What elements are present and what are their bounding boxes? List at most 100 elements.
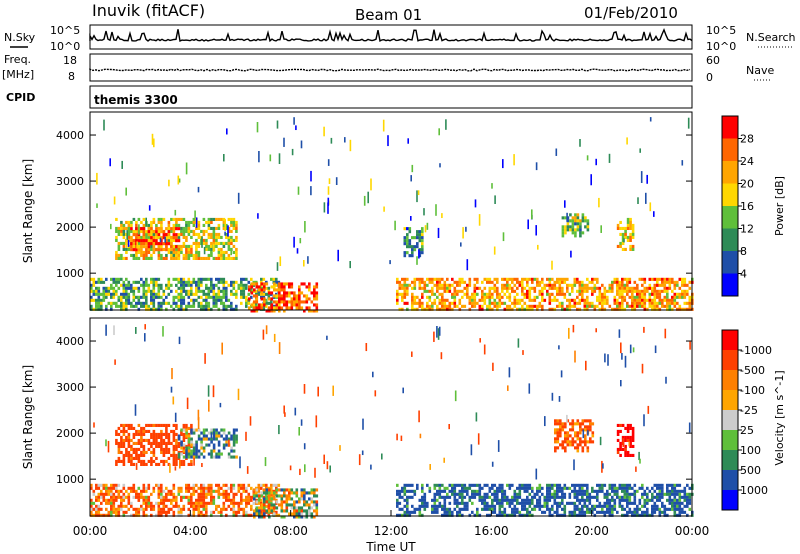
heatmap-cell (283, 288, 286, 292)
heatmap-cell (127, 498, 131, 502)
heatmap-cell (132, 229, 136, 233)
heatmap-cell (568, 327, 570, 339)
heatmap-cell (192, 304, 196, 308)
heatmap-cell (473, 301, 477, 305)
heatmap-cell (225, 440, 228, 444)
heatmap-cell (413, 307, 417, 311)
heatmap-cell (538, 280, 542, 284)
heatmap-cell (473, 295, 477, 299)
heatmap-cell (661, 486, 664, 490)
heatmap-cell (556, 298, 559, 302)
heatmap-cell (252, 280, 256, 284)
heatmap-cell (401, 307, 404, 311)
heatmap-cell (586, 486, 589, 490)
heatmap-cell (202, 304, 206, 308)
heatmap-cell (574, 222, 577, 226)
heatmap-cell (160, 227, 163, 231)
heatmap-cell (403, 483, 407, 487)
heatmap-cell (182, 232, 186, 236)
heatmap-cell (526, 507, 529, 511)
heatmap-cell (541, 280, 544, 284)
heatmap-cell (172, 238, 176, 242)
heatmap-cell (486, 513, 489, 517)
heatmap-cell (633, 510, 637, 514)
heatmap-cell (616, 301, 619, 305)
heatmap-cell (197, 223, 201, 227)
heatmap-cell (568, 486, 572, 490)
heatmap-cell (456, 289, 459, 293)
heatmap-cell (167, 450, 171, 454)
heatmap-cell (538, 283, 542, 287)
heatmap-cell (423, 283, 427, 287)
time-xlabel: Time UT (365, 540, 416, 554)
heatmap-cell (646, 510, 649, 514)
heatmap-cell (205, 295, 208, 299)
heatmap-cell (643, 301, 647, 305)
heatmap-cell (488, 486, 492, 490)
heatmap-cell (626, 435, 630, 439)
heatmap-cell (453, 495, 457, 499)
heatmap-cell (135, 462, 138, 470)
heatmap-cell (225, 286, 228, 290)
heatmap-cell (503, 495, 507, 499)
heatmap-cell (521, 280, 524, 284)
heatmap-cell (496, 280, 499, 284)
heatmap-cell (636, 289, 639, 293)
heatmap-cell (483, 507, 487, 511)
heatmap-cell (217, 510, 221, 514)
heatmap-cell (227, 253, 231, 257)
heatmap-cell (566, 277, 569, 281)
heatmap-cell (227, 495, 231, 499)
heatmap-cell (643, 489, 647, 493)
heatmap-cell (162, 432, 166, 436)
heatmap-cell (596, 280, 599, 284)
heatmap-cell (629, 444, 632, 448)
heatmap-cell (438, 301, 442, 305)
heatmap-cell (167, 292, 171, 296)
cpid-panel: CPID themis 3300 (6, 85, 693, 109)
heatmap-cell (117, 304, 121, 308)
heatmap-cell (402, 387, 404, 394)
heatmap-cell (370, 178, 372, 191)
heatmap-cell (516, 292, 519, 296)
heatmap-cell (418, 251, 422, 255)
heatmap-cell (132, 233, 136, 237)
heatmap-cell (571, 298, 574, 302)
heatmap-cell (556, 483, 559, 487)
heatmap-cell (152, 283, 156, 287)
heatmap-cell (172, 438, 176, 442)
heatmap-cell (496, 295, 499, 299)
heatmap-cell (498, 510, 502, 514)
heatmap-cell (130, 438, 133, 442)
heatmap-cell (152, 459, 156, 463)
heatmap-cell (513, 298, 517, 302)
heatmap-cell (288, 497, 291, 501)
heatmap-cell (633, 492, 637, 496)
heatmap-cell (155, 239, 158, 243)
heatmap-cell (195, 283, 198, 287)
heatmap-cell (521, 304, 524, 308)
heatmap-cell (648, 513, 652, 517)
heatmap-cell (152, 304, 156, 308)
heatmap-cell (531, 307, 534, 311)
heatmap-cell (180, 462, 183, 466)
heatmap-cell (242, 486, 246, 490)
heatmap-cell (117, 295, 121, 299)
heatmap-cell (478, 483, 482, 487)
heatmap-cell (661, 489, 664, 493)
heatmap-cell (135, 510, 138, 514)
heatmap-cell (586, 295, 589, 299)
heatmap-cell (631, 298, 634, 302)
colorbar-tick-label: 8 (740, 245, 747, 258)
heatmap-cell (486, 483, 489, 487)
heatmap-cell (230, 256, 233, 260)
heatmap-cell (205, 241, 208, 245)
heatmap-cell (110, 223, 112, 230)
heatmap-cell (308, 497, 311, 501)
heatmap-cell (270, 309, 274, 313)
heatmap-cell (155, 438, 158, 442)
heatmap-cell (456, 492, 459, 496)
heatmap-cell (676, 489, 679, 493)
heatmap-cell (396, 483, 399, 487)
heatmap-cell (313, 488, 316, 492)
